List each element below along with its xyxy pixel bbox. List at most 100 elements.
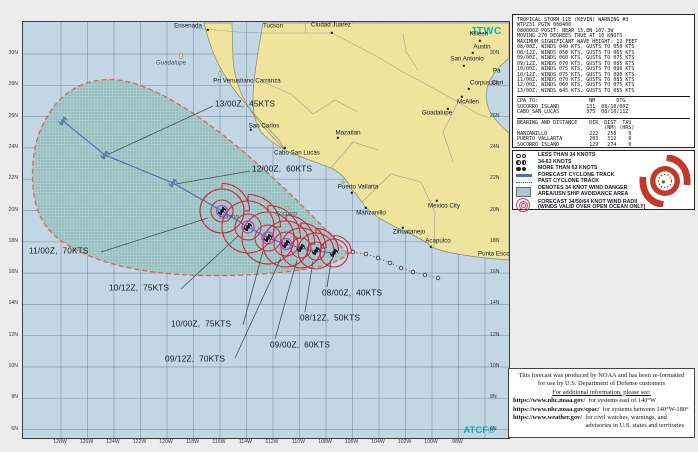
warning-text-line: (NM) (HRS) (517, 125, 635, 132)
lat-tick-label: 12N (490, 331, 500, 338)
latitude-axis-left: 30N 28N 26N 24N 22N 20N 18N 16N 14N 12N 10N 8N 6N (0, 21, 20, 437)
tres-marias-island (341, 180, 345, 184)
lat-tick-label: 22N (490, 175, 500, 182)
city-label: Corpus Chri (470, 79, 504, 87)
city-marker (401, 226, 405, 230)
lat-tick-label: 18N (8, 237, 18, 244)
map-canvas (23, 22, 509, 438)
legend-label: MORE THAN 63 KNOTS (538, 165, 598, 172)
city-marker (462, 64, 466, 68)
lon-tick-label: 120W (159, 439, 173, 445)
warning-text-line: 11/00Z, WINDS 070 KTS, GUSTS TO 085 KTS (517, 76, 635, 83)
disclaimer-continuation: advisories in U.S. states and territorie… (585, 422, 684, 430)
track-point-label: 11/00Z, 70KTS (29, 246, 89, 256)
nhc-link-line: https://www.nhc.noaa.gov/ for systems ea… (513, 397, 656, 405)
landmass (179, 22, 509, 261)
section-separator (517, 117, 690, 119)
danger-area (31, 78, 349, 277)
warning-text-line: CABO_SAN_LUCAS 375 08/10/11Z (517, 109, 629, 116)
city-label: Pa (493, 67, 501, 75)
lat-tick-label: 14N (8, 300, 18, 307)
wind-radii-rings-icon (516, 198, 538, 213)
lon-tick-label: 118W (185, 439, 200, 445)
latitude-axis-right: 30N 28N 26N 24N 22N 20N 18N 16N 14N 12N 10N 8N 6N (490, 21, 528, 437)
legend-row-forecast-track: FORECAST CYCLONE TRACK (516, 172, 691, 179)
lat-tick-label: 18N (490, 237, 500, 244)
island-label: Socorro (275, 210, 297, 218)
city-marker (460, 95, 464, 99)
city-label: Zihuatanejo (392, 228, 426, 236)
city-marker (446, 107, 450, 111)
warning-text-line: MAXIMUM SIGNIFICANT WAVE HEIGHT: 12 FEET (517, 38, 638, 45)
city-marker (330, 31, 334, 35)
warning-text-line: SOCORRO_ISLAND 131 08/10/00Z (517, 103, 629, 110)
warning-text-line: 09/00Z, WINDS 060 KTS, GUSTS TO 075 KTS (517, 55, 635, 62)
lon-tick-label: 122W (132, 439, 147, 445)
lat-tick-label: 26N (490, 112, 500, 119)
city-label: Mazatlan (335, 129, 361, 137)
lat-tick-label: 16N (490, 269, 500, 276)
forecast-map: JTWC ATCF® Ensenada Tucson Ciudad Juarez Ki… (22, 21, 510, 439)
city-marker (429, 245, 433, 249)
lon-tick-label: 126W (79, 439, 94, 445)
legend-label: LESS THAN 34 KNOTS (538, 152, 596, 158)
lon-tick-label: 114W (238, 439, 253, 445)
city-marker (350, 191, 354, 195)
lat-tick-label: 8N (11, 394, 18, 401)
lat-tick-label: 30N (8, 50, 18, 56)
lat-tick-label: 20N (490, 206, 500, 213)
city-label: Tucson (262, 22, 284, 30)
filled-position-circles-icon (516, 166, 538, 172)
lon-tick-label: 112W (265, 439, 279, 445)
baja-california (203, 22, 286, 151)
warning-text-line: 13/00Z, WINDS 045 KTS, GUSTS TO 055 KTS (517, 87, 635, 94)
city-label: San Carlos (248, 122, 280, 130)
legend-row-gt63: MORE THAN 63 KNOTS (516, 166, 691, 172)
disclaimer-line: for use by U.S. Department of Defense cu… (537, 380, 666, 388)
guadalupe-island (179, 52, 183, 60)
city-label: Ciudad Juarez (311, 21, 351, 29)
city-label: Manzanillo (356, 209, 386, 217)
legend-row-past-track: PAST CYCLONE TRACK (516, 179, 691, 185)
lat-tick-label: 16N (8, 269, 18, 276)
longitude-axis: 128W 126W 124W 122W 120W 118W 116W 114W 112W 110W… (22, 438, 508, 448)
warning-text-line: BEARING AND DISTANCE DIR DIST TAU (517, 119, 632, 126)
legend-label: PAST CYCLONE TRACK (538, 178, 600, 185)
city-label: Austin (473, 43, 491, 51)
lon-tick-label: 110W (291, 439, 306, 445)
political-borders (192, 22, 491, 249)
track-point-label: 09/00Z, 60KTS (270, 340, 331, 350)
warning-text-line: 080000Z POSIT: NEAR 15.8N 107.3W (517, 27, 614, 34)
label-leader-lines (100, 105, 332, 359)
mainland-mexico-us (252, 22, 509, 261)
nhc-cpac-link-line: https://www.nhc.noaa.gov/cpac/ for syste… (513, 405, 689, 413)
legend-row-wind-radii: FORECAST 34/50/64 KNOT WIND RADII (WINDS … (516, 198, 691, 213)
track-point-label: 13/00Z, 45KTS (215, 99, 276, 109)
socorro-island (286, 206, 290, 210)
legend-label: 34-63 KNOTS (538, 158, 572, 165)
city-marker (206, 28, 210, 32)
warning-text-line: MOVING 270 DEGREES TRUE AT 10 KNOTS (517, 33, 623, 40)
city-label: San Antonio (450, 55, 484, 63)
warning-text-line: 09/12Z, WINDS 070 KTS, GUSTS TO 085 KTS (517, 60, 635, 67)
lat-tick-label: 6N (11, 425, 18, 432)
warning-text-line: 10/12Z, WINDS 075 KTS, GUSTS TO 090 KTS (517, 71, 635, 78)
warning-text-line: WTPZ31 PGTW 080400 (517, 22, 572, 29)
section-separator (517, 96, 690, 98)
city-marker (283, 146, 287, 150)
track-point-label: 12/00Z, 60KTS (252, 164, 313, 174)
lat-tick-label: 8N (490, 394, 497, 401)
atcf-watermark: ATCF® (463, 425, 495, 436)
city-marker (364, 206, 368, 210)
disclaimer-line: This forecast was produced by NOAA and h… (518, 372, 685, 379)
jtwc-watermark: JTWC (470, 25, 502, 37)
lon-tick-label: 102W (397, 439, 412, 445)
warning-text-line: PUERTO_VALLARTA 203 312 0 (517, 136, 632, 143)
city-label: Cabo San Lucas (274, 149, 320, 157)
weather-gov-link-line: https://www.weather.gov/ for civil watch… (513, 414, 667, 422)
city-label: Puerto Vallarta (337, 183, 379, 191)
danger-area-swatch-icon (516, 186, 538, 197)
lat-tick-label: 10N (490, 363, 500, 369)
track-point-label: 10/12Z, 75KTS (109, 283, 170, 293)
